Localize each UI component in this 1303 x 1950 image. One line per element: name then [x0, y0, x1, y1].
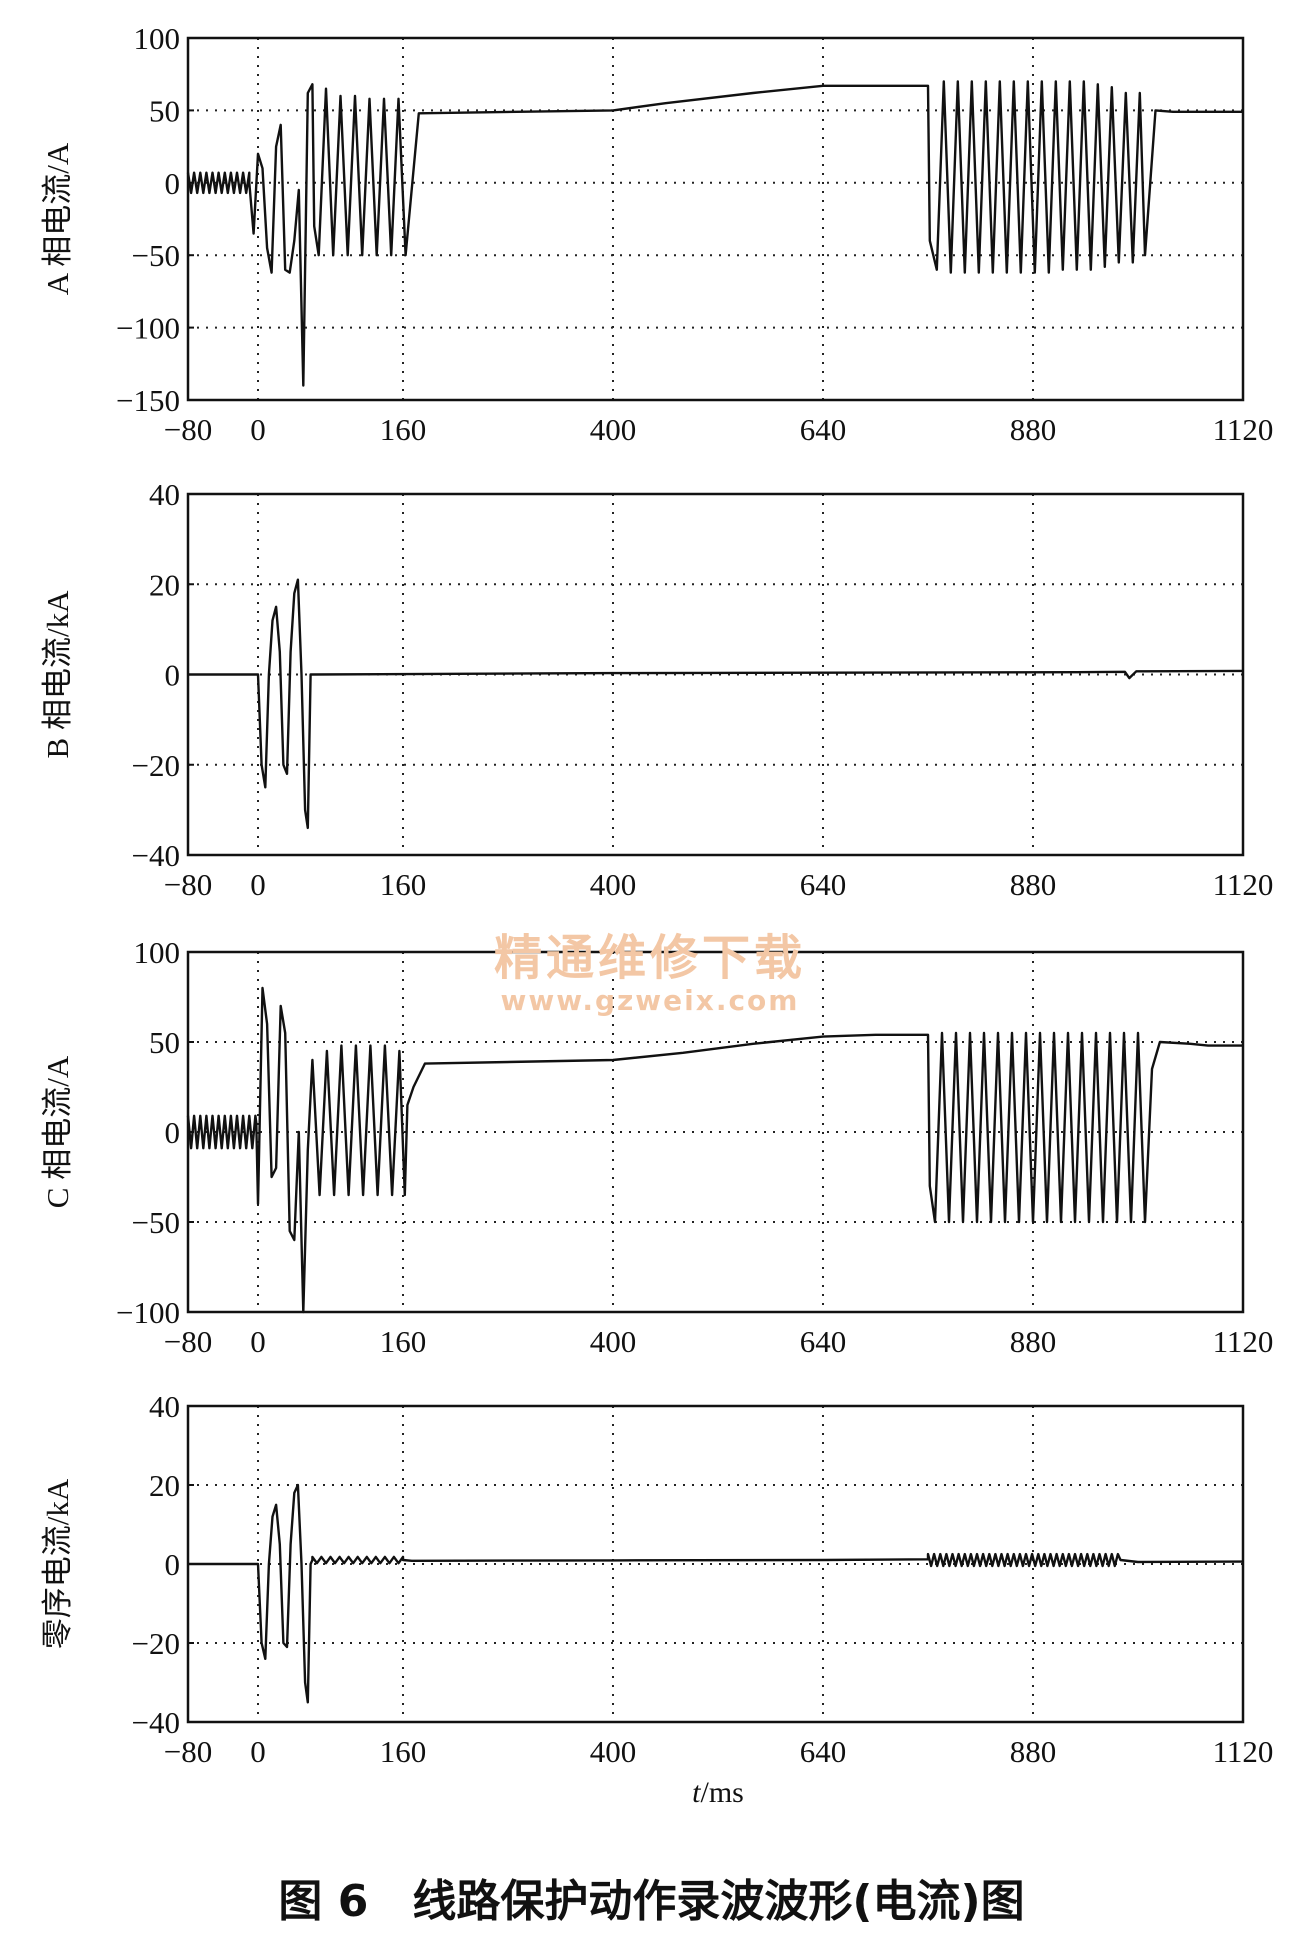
- x-tick-label: 1120: [1213, 1324, 1274, 1359]
- series-line-1: [188, 578, 1244, 830]
- x-tick-label: 160: [380, 1734, 427, 1769]
- y-tick-label: −20: [132, 1626, 180, 1661]
- y-tick-label: −150: [116, 383, 180, 418]
- x-tick-label: 400: [590, 867, 637, 902]
- x-tick-label: 880: [1010, 1734, 1057, 1769]
- x-tick-label: 640: [800, 412, 847, 447]
- x-tick-label: 1120: [1213, 867, 1274, 902]
- y-tick-label: −50: [132, 1205, 180, 1240]
- series-line-1: [186, 986, 1243, 1314]
- x-tick-label: 0: [250, 867, 266, 902]
- y-tick-label: 40: [149, 477, 180, 512]
- y-axis-label: C 相电流/A: [40, 1055, 75, 1208]
- y-tick-label: 0: [165, 166, 181, 201]
- x-tick-label: 1120: [1213, 1734, 1274, 1769]
- x-tick-label: 880: [1010, 1324, 1057, 1359]
- y-tick-label: 100: [134, 935, 181, 970]
- x-tick-label: 640: [800, 1324, 847, 1359]
- x-tick-label: 160: [380, 867, 427, 902]
- watermark-line2: www.gzweix.com: [500, 984, 800, 1017]
- x-axis-label: t/ms: [692, 1776, 744, 1809]
- x-tick-label: 400: [590, 1734, 637, 1769]
- chart-panel-2: 40 20 0 −20 −40−80 0 160 400 640 880 1120 B 相电流/kA: [40, 477, 1273, 902]
- x-tick-label: 880: [1010, 867, 1057, 902]
- y-tick-label: 50: [149, 1025, 180, 1060]
- y-axis-label: B 相电流/kA: [40, 590, 75, 759]
- y-tick-label: 100: [134, 21, 181, 56]
- y-tick-label: −100: [116, 311, 180, 346]
- y-tick-label: −20: [132, 748, 180, 783]
- chart-panel-3: 100 50 0 −50 −100−80 0 160 400 640 880 1120 C 相电流/A: [40, 935, 1273, 1359]
- y-tick-label: −40: [132, 838, 180, 873]
- y-tick-label: −50: [132, 238, 180, 273]
- caption-text: 线路保护动作录波波形(电流)图: [412, 1876, 1025, 1927]
- plot-frame: [186, 36, 1245, 402]
- x-tick-label: 400: [590, 412, 637, 447]
- x-tick-label: −80: [164, 1324, 212, 1359]
- x-axis-label-unit: /ms: [700, 1776, 743, 1809]
- x-tick-label: 640: [800, 867, 847, 902]
- watermark-line1: 精通维修下载: [493, 930, 806, 986]
- x-tick-label: 880: [1010, 412, 1057, 447]
- y-tick-label: −40: [132, 1705, 180, 1740]
- y-tick-label: 50: [149, 93, 180, 128]
- chart-panel-4: 40 20 0 −20 −40−80 0 160 400 640 880 1120 零序电流/kA: [40, 1389, 1273, 1769]
- chart-panel-1: 100 50 0 −50 −100 −150−80 0 160 400 640 880 1120 A 相…: [40, 21, 1273, 447]
- x-tick-label: −80: [164, 867, 212, 902]
- y-tick-label: 0: [165, 1115, 181, 1150]
- y-tick-label: 20: [149, 567, 180, 602]
- x-tick-label: 160: [380, 412, 427, 447]
- x-tick-label: 0: [250, 1324, 266, 1359]
- figure-caption: 图 6 线路保护动作录波波形(电流)图: [0, 1865, 1303, 1929]
- x-tick-label: 0: [250, 412, 266, 447]
- y-axis-label: A 相电流/A: [40, 142, 75, 295]
- y-tick-label: −100: [116, 1295, 180, 1330]
- y-tick-label: 0: [165, 658, 181, 693]
- y-axis-label: 零序电流/kA: [40, 1478, 75, 1649]
- series-line-1: [188, 1483, 1244, 1704]
- x-tick-label: 400: [590, 1324, 637, 1359]
- watermark: 精通维修下载 www.gzweix.com: [470, 930, 830, 1016]
- y-tick-label: 40: [149, 1389, 180, 1424]
- x-tick-label: 640: [800, 1734, 847, 1769]
- x-tick-label: −80: [164, 412, 212, 447]
- x-tick-label: 0: [250, 1734, 266, 1769]
- series-line-1: [186, 80, 1243, 387]
- x-tick-label: 1120: [1213, 412, 1274, 447]
- y-tick-label: 20: [149, 1468, 180, 1503]
- x-tick-label: −80: [164, 1734, 212, 1769]
- x-axis-label-italic: t: [692, 1776, 701, 1809]
- x-tick-label: 160: [380, 1324, 427, 1359]
- caption-number: 图 6: [278, 1876, 369, 1927]
- y-tick-label: 0: [165, 1547, 181, 1582]
